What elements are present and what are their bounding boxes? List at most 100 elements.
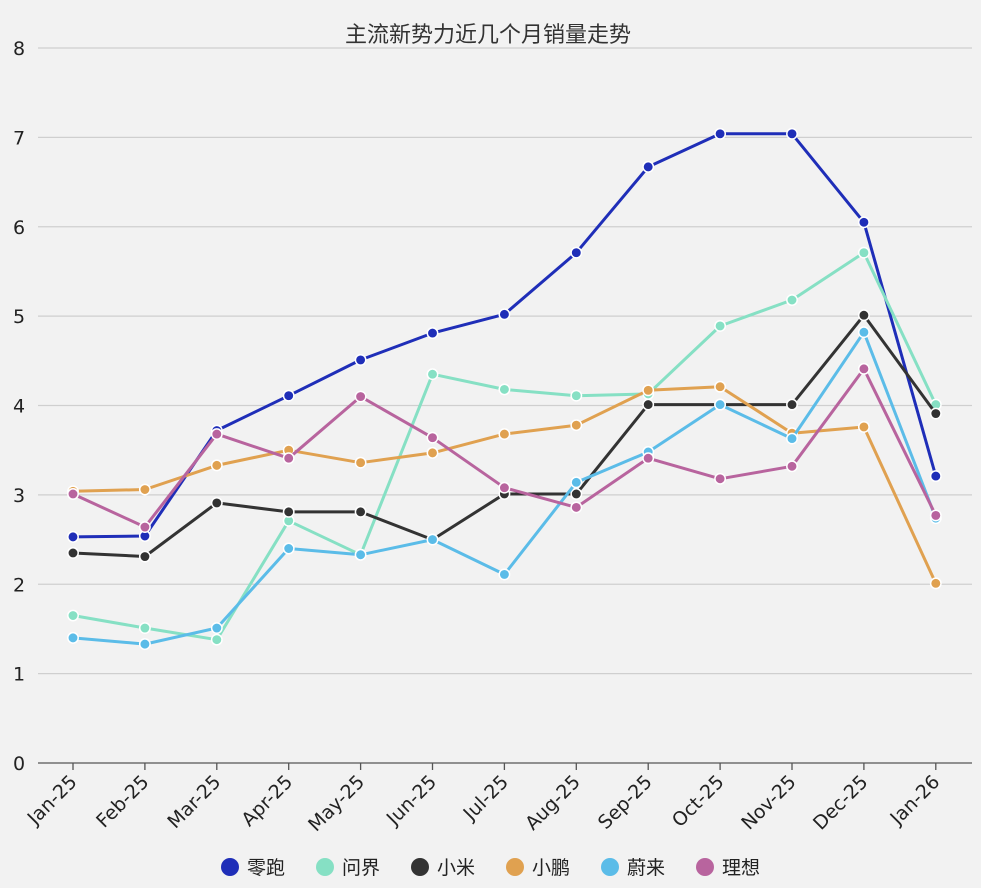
data-point [857,216,870,229]
data-point [426,368,439,381]
legend-item[interactable]: 问界 [316,857,380,879]
data-point [498,568,511,581]
x-tick-label: Jan-25 [23,771,82,830]
data-point [426,533,439,546]
data-point [138,622,151,634]
data-point [570,488,583,500]
data-point [426,446,439,459]
legend-swatch [411,858,429,876]
y-tick-label: 4 [13,396,25,418]
data-point [210,622,223,634]
data-point [642,160,655,173]
data-point [714,398,727,411]
data-point [786,294,798,306]
data-point [210,428,223,441]
y-tick-label: 0 [13,753,25,775]
data-point [498,308,511,321]
series-lines [67,127,942,651]
data-point [714,127,727,140]
data-point [354,505,367,518]
x-tick-label: Dec-25 [809,771,873,835]
data-point [929,407,942,420]
data-point [67,609,79,622]
data-point [570,476,583,489]
data-point [714,380,727,393]
data-point [498,428,511,441]
x-tick-label: May-25 [304,771,369,836]
x-tick-label: Apr-25 [237,771,297,831]
data-point [498,383,511,396]
data-point [67,547,79,559]
data-point [210,459,223,472]
legend-swatch [696,858,714,876]
x-axis-ticks: Jan-25 Feb-25 Mar-25 Apr-25 May-25 Jun-25 Jul-… [23,763,944,836]
legend-swatch [221,858,239,876]
legend-item[interactable]: 小鹏 [506,857,570,879]
data-point [857,246,870,259]
data-point [929,577,942,590]
data-point [498,481,511,494]
data-point [354,390,367,403]
series-group [67,127,942,543]
data-point [642,452,655,465]
data-point [426,431,439,444]
data-point [67,631,79,644]
series-group [67,362,942,533]
data-point [354,548,367,561]
data-point [857,326,870,339]
data-point [929,509,942,522]
x-tick-label: Jan-26 [885,771,944,830]
data-point [857,421,870,433]
data-point [138,521,151,533]
x-tick-label: Jun-25 [382,771,441,830]
legend-item[interactable]: 小米 [411,857,475,879]
data-point [138,550,151,563]
x-tick-label: Sep-25 [594,771,657,834]
series-group [67,326,942,651]
data-point [67,530,79,543]
y-tick-label: 1 [13,664,25,686]
data-point [857,309,870,322]
legend-label: 小鹏 [532,857,570,879]
legend-swatch [316,858,334,876]
data-point [570,501,583,514]
data-point [642,384,655,397]
x-tick-label: Jul-25 [459,771,513,825]
legend-item[interactable]: 零跑 [221,857,285,879]
legend-item[interactable]: 理想 [696,857,760,879]
data-point [354,456,367,469]
x-tick-label: Feb-25 [92,771,153,832]
data-point [210,496,223,509]
data-point [282,505,295,518]
x-tick-label: Oct-25 [668,771,729,832]
data-point [714,320,727,332]
series-group [67,246,942,646]
legend-label: 小米 [437,857,475,879]
data-point [786,127,798,140]
legend-label: 蔚来 [627,857,665,879]
legend-swatch [601,858,619,876]
series-line [71,132,938,539]
x-tick-label: Nov-25 [737,771,800,834]
data-point [786,460,798,473]
legend-label: 问界 [342,857,380,879]
data-point [857,362,870,375]
data-point [714,472,727,485]
y-tick-label: 3 [13,485,25,507]
data-point [786,398,798,411]
data-point [570,419,583,432]
data-point [138,638,151,651]
y-tick-label: 2 [13,574,25,596]
data-point [929,470,942,483]
legend-item[interactable]: 蔚来 [601,857,665,879]
data-point [570,389,583,402]
y-tick-label: 6 [13,217,25,239]
y-axis-ticks: 0 1 2 3 4 5 6 7 8 [13,38,25,775]
data-point [210,633,223,646]
data-point [67,488,79,500]
y-tick-label: 7 [13,127,25,149]
legend-swatch [506,858,524,876]
data-point [282,542,295,555]
data-point [426,327,439,340]
y-tick-label: 5 [13,306,25,328]
